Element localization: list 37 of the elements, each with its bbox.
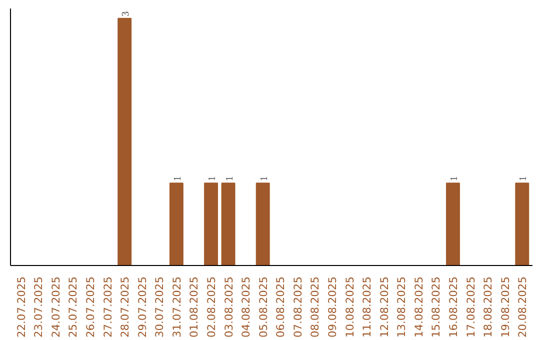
x-tick-label: 29.07.2025 bbox=[136, 276, 149, 338]
data-label: 3 bbox=[120, 11, 132, 16]
data-label: 1 bbox=[258, 176, 270, 182]
x-tick-label: 01.08.2025 bbox=[188, 276, 201, 338]
x-tick-label: 27.07.2025 bbox=[101, 276, 114, 338]
x-tick-label: 17.08.2025 bbox=[464, 276, 478, 338]
data-label: 1 bbox=[518, 176, 530, 182]
x-tick-label: 13.08.2025 bbox=[395, 276, 408, 338]
x-tick-label: 25.07.2025 bbox=[66, 276, 80, 338]
x-tick-label: 18.08.2025 bbox=[482, 276, 495, 338]
x-tick-label: 30.07.2025 bbox=[153, 276, 166, 338]
x-tick-label: 11.08.2025 bbox=[360, 276, 374, 338]
x-tick-label: 28.07.2025 bbox=[118, 276, 132, 338]
data-label: 1 bbox=[448, 176, 460, 182]
x-tick-label: 06.08.2025 bbox=[274, 276, 288, 338]
data-label: 1 bbox=[224, 176, 236, 182]
x-tick-label: 22.07.2025 bbox=[14, 276, 28, 338]
x-tick-label: 03.08.2025 bbox=[222, 276, 236, 338]
x-tick-label: 16.08.2025 bbox=[446, 276, 460, 338]
x-tick-label: 15.08.2025 bbox=[430, 276, 443, 338]
x-tick-label: 26.07.2025 bbox=[84, 276, 98, 338]
x-tick-label: 02.08.2025 bbox=[205, 276, 218, 338]
x-tick-label: 10.08.2025 bbox=[343, 276, 356, 338]
x-tick-label: 23.07.2025 bbox=[32, 276, 46, 338]
x-tick-label: 09.08.2025 bbox=[326, 276, 339, 338]
data-label: 1 bbox=[207, 176, 218, 182]
data-label: 1 bbox=[172, 176, 184, 182]
x-tick-label: 05.08.2025 bbox=[256, 276, 270, 338]
x-tick-label: 12.08.2025 bbox=[378, 276, 391, 338]
x-tick-label: 24.07.2025 bbox=[49, 276, 62, 338]
x-tick-label: 04.08.2025 bbox=[240, 276, 253, 338]
x-tick-label: 31.07.2025 bbox=[170, 276, 184, 338]
x-tick-label: 19.08.2025 bbox=[498, 276, 512, 338]
x-tick-label: 08.08.2025 bbox=[308, 276, 322, 338]
x-tick-label: 20.08.2025 bbox=[516, 276, 530, 338]
x-tick-label: 14.08.2025 bbox=[412, 276, 426, 338]
x-tick-label: 07.08.2025 bbox=[291, 276, 304, 338]
